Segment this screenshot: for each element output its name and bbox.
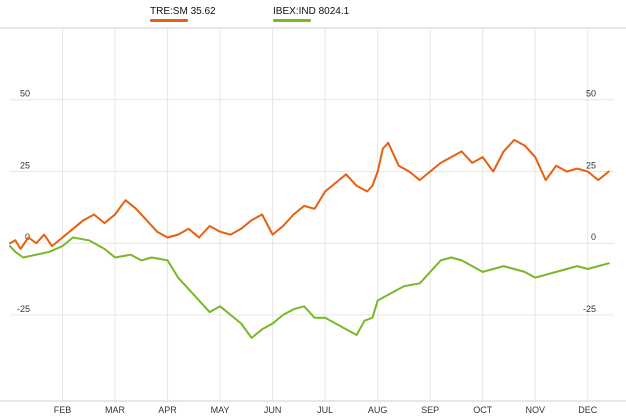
series-line-tre-sm	[9, 138, 610, 250]
legend-symbol-tre-sm: TRE:SM	[150, 6, 188, 17]
y-tick-label-right: 50	[586, 89, 596, 99]
x-tick-label: APR	[158, 405, 177, 415]
y-tick-label-left: -25	[17, 304, 30, 314]
legend-item-ibex-ind[interactable]: IBEX:IND 8024.1	[273, 6, 349, 22]
legend-symbol-ibex-ind: IBEX:IND	[273, 6, 316, 17]
grid	[0, 27, 626, 402]
y-tick-label-right: 25	[586, 160, 596, 170]
legend-value-tre-sm: 35.62	[190, 6, 216, 17]
x-tick-label: DEC	[578, 405, 598, 415]
x-tick-label: MAR	[105, 405, 126, 415]
series-lines	[9, 138, 610, 339]
x-tick-label: SEP	[421, 405, 439, 415]
x-tick-label: JUL	[317, 405, 333, 415]
x-tick-label: JUN	[264, 405, 282, 415]
x-tick-label: MAY	[211, 405, 230, 415]
x-tick-label: FEB	[54, 405, 72, 415]
legend-swatch-ibex-ind	[273, 19, 311, 22]
y-tick-label-left: 50	[20, 89, 30, 99]
x-tick-label: OCT	[473, 405, 493, 415]
chart-legend: TRE:SM 35.62 IBEX:IND 8024.1	[0, 0, 626, 28]
y-tick-label-right: 0	[591, 232, 596, 242]
x-tick-label: AUG	[368, 405, 388, 415]
legend-item-tre-sm[interactable]: TRE:SM 35.62	[150, 6, 216, 22]
y-tick-label-right: -25	[583, 304, 596, 314]
legend-value-ibex-ind: 8024.1	[318, 6, 350, 17]
legend-swatch-tre-sm	[150, 19, 188, 22]
x-tick-label: NOV	[525, 405, 545, 415]
series-line-ibex-ind	[9, 236, 610, 339]
y-tick-label-left: 25	[20, 160, 30, 170]
